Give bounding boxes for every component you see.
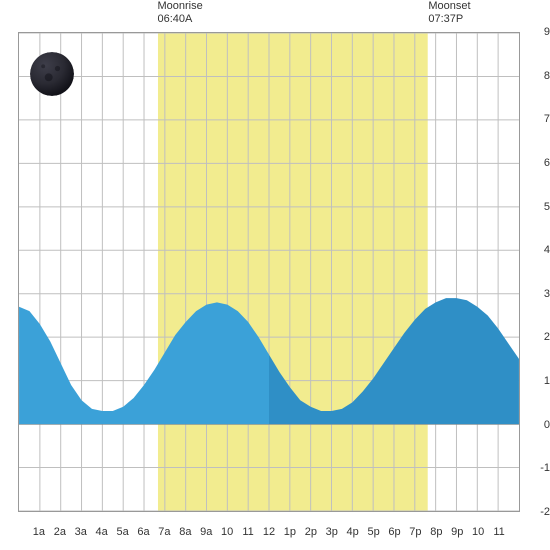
x-tick: 3a (75, 526, 87, 538)
moonrise-label: Moonrise 06:40A (158, 0, 203, 26)
x-tick: 10 (221, 526, 233, 538)
x-tick: 1p (284, 526, 296, 538)
x-axis: 1a 2a 3a 4a 5a 6a 7a 8a 9a 10 11 12 1p 2p 3p 4p 5p 6p 7p 8p… (18, 526, 520, 544)
y-tick: 2 (544, 331, 550, 343)
y-tick: 8 (544, 70, 550, 82)
x-tick: 4p (347, 526, 359, 538)
x-tick: 7a (158, 526, 170, 538)
x-tick: 12 (263, 526, 275, 538)
y-tick: 5 (544, 201, 550, 213)
y-tick: 1 (544, 375, 550, 387)
x-tick: 9a (200, 526, 212, 538)
moonrise-title: Moonrise (158, 0, 203, 13)
tide-curve (19, 33, 519, 511)
top-labels: Moonrise 06:40A Moonset 07:37P (0, 0, 550, 32)
x-tick: 4a (96, 526, 108, 538)
x-tick: 6p (388, 526, 400, 538)
plot-area (18, 32, 520, 512)
moonset-title: Moonset (428, 0, 470, 13)
y-tick: -2 (540, 506, 550, 518)
x-tick: 5a (116, 526, 128, 538)
x-tick: 10 (472, 526, 484, 538)
x-tick: 7p (409, 526, 421, 538)
x-tick: 1a (33, 526, 45, 538)
tide-chart: Moonrise 06:40A Moonset 07:37P -2-101234… (0, 0, 550, 550)
x-tick: 6a (137, 526, 149, 538)
y-tick: -1 (540, 462, 550, 474)
x-tick: 8p (430, 526, 442, 538)
y-tick: 9 (544, 26, 550, 38)
x-tick: 3p (326, 526, 338, 538)
y-tick: 4 (544, 244, 550, 256)
moonset-label: Moonset 07:37P (428, 0, 470, 26)
x-tick: 11 (242, 526, 253, 538)
x-tick: 11 (493, 526, 504, 538)
x-tick: 9p (451, 526, 463, 538)
x-tick: 2a (54, 526, 66, 538)
y-tick: 0 (544, 419, 550, 431)
x-tick: 2p (305, 526, 317, 538)
x-tick: 5p (367, 526, 379, 538)
moonrise-time: 06:40A (158, 13, 203, 26)
y-tick: 7 (544, 113, 550, 125)
x-tick: 8a (179, 526, 191, 538)
moonset-time: 07:37P (428, 13, 470, 26)
y-tick: 6 (544, 157, 550, 169)
y-tick: 3 (544, 288, 550, 300)
y-axis: -2-10123456789 (530, 32, 550, 512)
